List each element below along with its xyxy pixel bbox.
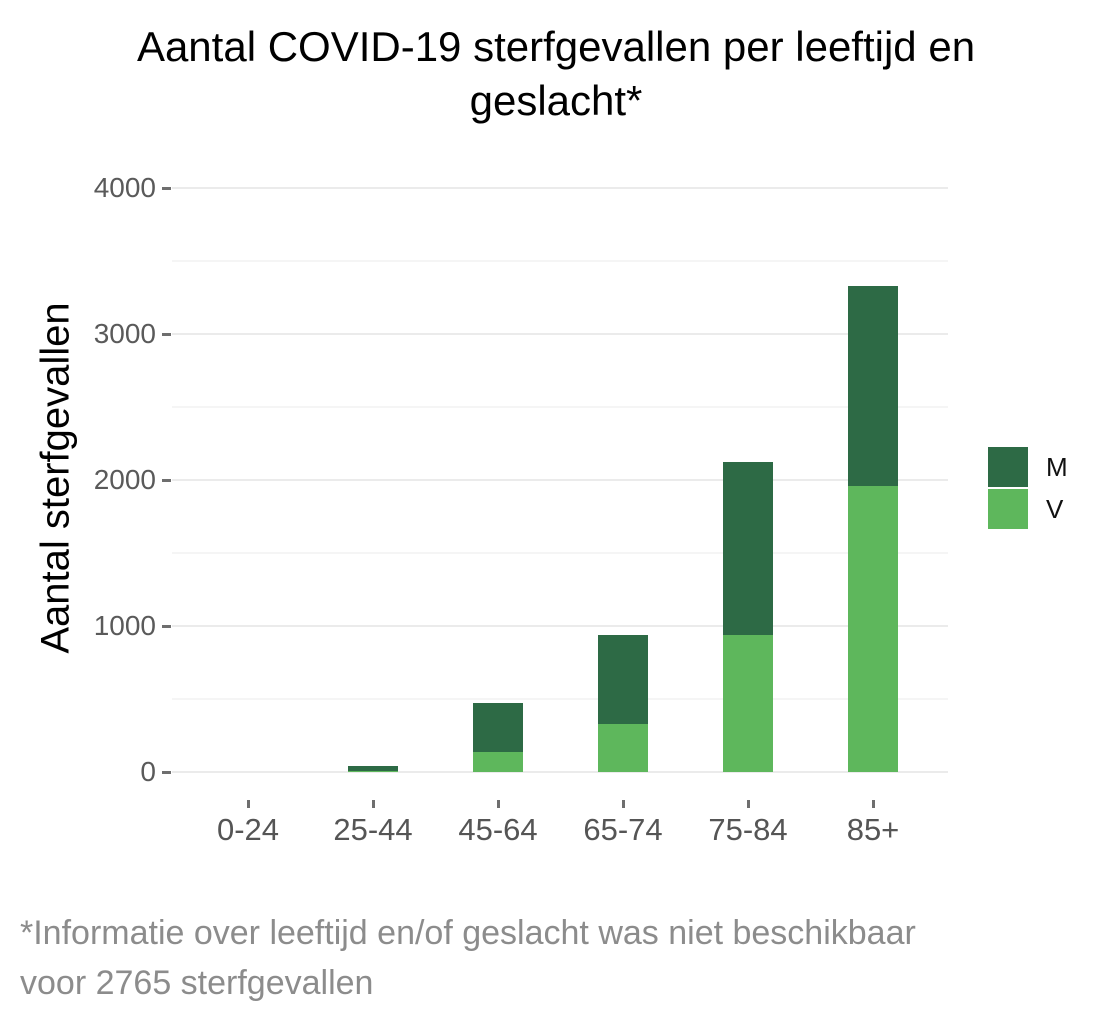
bar-segment-M-25-44 xyxy=(348,766,398,771)
legend-swatch-V xyxy=(988,489,1028,529)
x-axis-tick-0-24 xyxy=(247,800,250,808)
x-axis-tick-label-25-44: 25-44 xyxy=(333,812,413,847)
y-axis-tick-3000 xyxy=(162,333,171,336)
legend-label-M: M xyxy=(1046,451,1068,482)
gridline-minor-3500 xyxy=(172,260,948,262)
y-axis-tick-label-1000: 1000 xyxy=(93,610,156,641)
x-axis-tick-65-74 xyxy=(622,800,625,808)
y-axis-tick-1000 xyxy=(162,625,171,628)
x-axis-tick-label-0-24: 0-24 xyxy=(216,812,280,847)
footnote: *Informatie over leeftijd en/of geslacht… xyxy=(20,908,1090,1008)
gridline-minor-500 xyxy=(172,698,948,700)
gridline-minor-1500 xyxy=(172,552,948,554)
bar-segment-V-85+ xyxy=(848,485,898,772)
y-axis-tick-0 xyxy=(162,771,171,774)
gridline-major-2000 xyxy=(172,479,948,481)
legend-label-V: V xyxy=(1046,493,1064,524)
gridline-major-4000 xyxy=(172,187,948,189)
chart-title-line-1: Aantal COVID-19 sterfgevallen per leefti… xyxy=(136,23,976,70)
bar-segment-V-75-84 xyxy=(723,634,773,772)
y-axis-tick-label-0: 0 xyxy=(140,756,156,787)
x-axis-tick-85+ xyxy=(872,800,875,808)
y-axis-tick-2000 xyxy=(162,479,171,482)
x-axis-tick-label-45-64: 45-64 xyxy=(458,812,538,847)
bar-segment-V-25-44 xyxy=(348,770,398,772)
gridline-minor-2500 xyxy=(172,406,948,408)
bar-segment-V-65-74 xyxy=(598,723,648,772)
x-axis-tick-label-65-74: 65-74 xyxy=(583,812,663,847)
legend-row-M: M xyxy=(988,447,1068,487)
y-axis-tick-4000 xyxy=(162,187,171,190)
x-axis-tick-75-84 xyxy=(747,800,750,808)
legend-swatch-M xyxy=(988,447,1028,487)
gridline-major-3000 xyxy=(172,333,948,335)
chart-title: Aantal COVID-19 sterfgevallen per leefti… xyxy=(0,20,1112,128)
plot-panel xyxy=(172,170,948,802)
bar-segment-M-45-64 xyxy=(473,703,523,752)
gridline-major-1000 xyxy=(172,625,948,627)
legend-row-V: V xyxy=(988,489,1068,529)
bar-segment-M-85+ xyxy=(848,285,898,486)
bar-segment-V-45-64 xyxy=(473,751,523,772)
footnote-line-1: *Informatie over leeftijd en/of geslacht… xyxy=(20,914,916,952)
footnote-line-2: voor 2765 sterfgevallen xyxy=(20,964,374,1002)
x-axis-tick-label-85+: 85+ xyxy=(846,812,900,847)
y-axis-tick-label-4000: 4000 xyxy=(93,172,156,203)
bar-segment-M-75-84 xyxy=(723,462,773,635)
chart-title-line-2: geslacht* xyxy=(469,77,643,124)
x-axis-tick-25-44 xyxy=(372,800,375,808)
y-axis-tick-label-3000: 3000 xyxy=(93,318,156,349)
x-axis-tick-45-64 xyxy=(497,800,500,808)
gridline-major-0 xyxy=(172,771,948,773)
y-axis-tick-label-2000: 2000 xyxy=(93,464,156,495)
x-axis-tick-label-75-84: 75-84 xyxy=(708,812,788,847)
bar-segment-M-65-74 xyxy=(598,634,648,724)
